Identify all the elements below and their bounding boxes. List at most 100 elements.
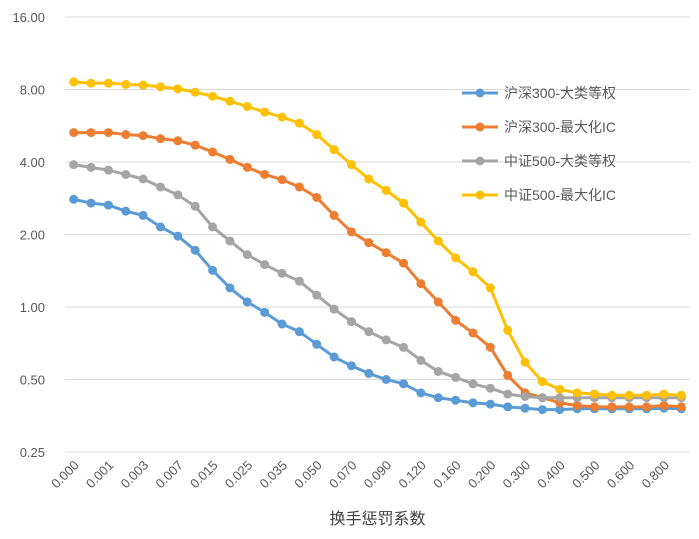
data-point	[121, 79, 131, 89]
x-tick-label: 0.600	[604, 458, 638, 492]
legend-swatch-marker	[475, 190, 485, 200]
data-point	[364, 174, 374, 184]
data-point	[121, 169, 131, 179]
series-3	[69, 160, 686, 403]
x-tick-label: 0.000	[48, 458, 82, 492]
data-point	[277, 112, 287, 122]
data-point	[242, 101, 252, 111]
data-point	[260, 307, 270, 317]
data-point	[173, 190, 183, 200]
data-point	[260, 169, 270, 179]
data-point	[642, 402, 652, 412]
data-point	[503, 325, 513, 335]
data-point	[676, 390, 686, 400]
data-point	[225, 154, 235, 164]
series-lines	[69, 77, 686, 415]
y-tick-label: 16.00	[12, 10, 45, 25]
data-point	[121, 130, 131, 140]
data-point	[173, 136, 183, 146]
data-point	[190, 245, 200, 255]
data-point	[520, 391, 530, 401]
data-point	[69, 160, 79, 170]
x-axis-tick-labels: 0.000 0.001 0.003 0.007 0.015 0.025 0.035 0.050…	[48, 458, 672, 492]
gridlines	[65, 16, 690, 453]
data-point	[607, 390, 617, 400]
data-point	[329, 352, 339, 362]
data-point	[451, 253, 461, 263]
data-point	[590, 402, 600, 412]
data-point	[294, 276, 304, 286]
data-point	[468, 398, 478, 408]
data-point	[624, 402, 634, 412]
data-point	[103, 128, 113, 138]
x-tick-label: 0.200	[465, 458, 499, 492]
data-point	[86, 78, 96, 88]
legend-item: 中证500-最大化IC	[462, 187, 616, 203]
data-point	[208, 265, 218, 275]
data-point	[138, 131, 148, 141]
data-point	[260, 107, 270, 117]
series-line	[73, 197, 682, 412]
data-point	[555, 393, 565, 403]
data-point	[208, 147, 218, 157]
data-point	[225, 236, 235, 246]
data-point	[312, 130, 322, 140]
data-point	[659, 389, 669, 399]
data-point	[485, 283, 495, 293]
data-point	[451, 372, 461, 382]
x-tick-label: 0.035	[257, 458, 291, 492]
data-point	[364, 238, 374, 248]
data-point	[468, 379, 478, 389]
data-point	[242, 162, 252, 172]
data-point	[103, 78, 113, 88]
data-point	[676, 402, 686, 412]
data-point	[86, 162, 96, 172]
x-tick-label: 0.400	[534, 458, 568, 492]
data-point	[520, 403, 530, 413]
data-point	[86, 128, 96, 138]
data-point	[190, 140, 200, 150]
x-tick-label: 0.007	[152, 458, 186, 492]
data-point	[277, 319, 287, 329]
data-point	[260, 260, 270, 270]
y-axis-tick-labels: 0.25 0.50 1.00 2.00 4.00 8.00 16.00	[12, 10, 45, 460]
data-point	[346, 160, 356, 170]
data-point	[86, 198, 96, 208]
data-point	[572, 388, 582, 398]
data-point	[346, 227, 356, 237]
data-point	[537, 405, 547, 415]
data-point	[346, 317, 356, 327]
data-point	[225, 96, 235, 106]
x-tick-label: 0.015	[187, 458, 221, 492]
data-point	[503, 389, 513, 399]
data-point	[485, 383, 495, 393]
data-point	[642, 390, 652, 400]
data-point	[381, 248, 391, 258]
data-point	[416, 217, 426, 227]
y-tick-label: 2.00	[20, 228, 45, 243]
data-point	[381, 185, 391, 195]
data-point	[155, 134, 165, 144]
x-tick-label: 0.800	[638, 458, 672, 492]
data-point	[433, 236, 443, 246]
data-point	[329, 304, 339, 314]
data-point	[364, 368, 374, 378]
x-tick-label: 0.500	[569, 458, 603, 492]
data-point	[555, 405, 565, 415]
legend-item: 沪深300-最大化IC	[462, 119, 616, 135]
data-point	[416, 355, 426, 365]
legend-label: 中证500-大类等权	[504, 153, 616, 169]
data-point	[277, 175, 287, 185]
y-tick-label: 4.00	[20, 155, 45, 170]
data-point	[312, 339, 322, 349]
data-point	[624, 390, 634, 400]
data-point	[520, 357, 530, 367]
data-point	[346, 361, 356, 371]
data-point	[155, 222, 165, 232]
data-point	[381, 375, 391, 384]
y-tick-label: 8.00	[20, 83, 45, 98]
data-point	[329, 145, 339, 155]
legend-item: 中证500-大类等权	[462, 153, 616, 169]
